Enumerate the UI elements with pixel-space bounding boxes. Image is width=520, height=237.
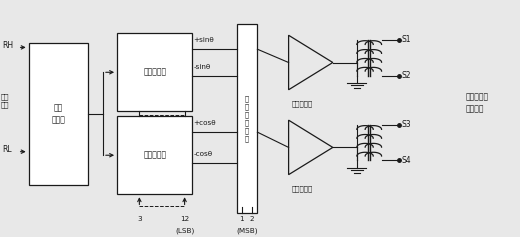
Text: RL: RL (2, 145, 12, 154)
Bar (117, 33, 192, 111)
Text: 1: 1 (240, 216, 244, 222)
Text: 2: 2 (250, 216, 254, 222)
Text: S1: S1 (401, 36, 411, 45)
Text: 正弦乘法器: 正弦乘法器 (143, 68, 166, 77)
Text: 象
限
选
择
开
关: 象 限 选 择 开 关 (245, 95, 249, 142)
Text: 参考
信号: 参考 信号 (1, 93, 9, 108)
Bar (117, 116, 192, 194)
Text: +cosθ: +cosθ (193, 120, 216, 126)
Bar (29, 43, 88, 185)
Text: RH: RH (2, 41, 13, 50)
Text: 旋转变压器
信号输出: 旋转变压器 信号输出 (465, 92, 488, 114)
Text: 功率放大器: 功率放大器 (291, 100, 313, 107)
Text: 参考
变压器: 参考 变压器 (51, 103, 66, 124)
Text: (MSB): (MSB) (236, 228, 258, 234)
Text: 功率放大器: 功率放大器 (291, 185, 313, 192)
Text: 3: 3 (137, 216, 141, 222)
Text: S3: S3 (401, 120, 411, 129)
Text: S2: S2 (401, 71, 411, 80)
Text: 12: 12 (180, 216, 189, 222)
Text: +sinθ: +sinθ (193, 37, 214, 43)
Text: -cosθ: -cosθ (193, 151, 213, 157)
Text: -sinθ: -sinθ (193, 64, 211, 70)
Bar (237, 24, 257, 213)
Text: 余弦乘法器: 余弦乘法器 (143, 151, 166, 160)
Text: (LSB): (LSB) (175, 228, 194, 234)
Text: S4: S4 (401, 156, 411, 165)
